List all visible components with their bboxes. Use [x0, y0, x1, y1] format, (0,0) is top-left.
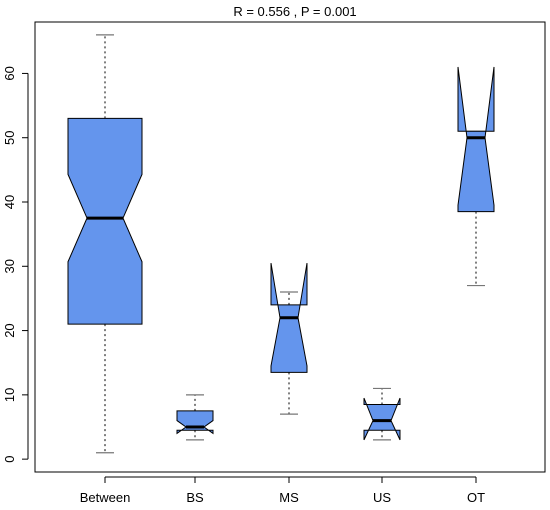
box-body — [363, 397, 401, 441]
y-tick-label: 30 — [2, 259, 17, 273]
x-tick-label: Between — [80, 490, 131, 505]
box-between — [67, 34, 143, 454]
y-axis: 0 10 20 30 40 50 60 — [2, 66, 29, 463]
box-body — [457, 66, 495, 213]
y-tick-label: 10 — [2, 388, 17, 402]
box-ms — [270, 262, 308, 415]
x-axis: Between BS MS US OT — [80, 476, 485, 505]
y-tick-label: 60 — [2, 66, 17, 80]
box-bs — [176, 394, 214, 441]
box-us — [363, 387, 401, 441]
box-body — [67, 117, 143, 325]
plot-frame — [34, 21, 546, 473]
box-body — [176, 410, 214, 435]
y-tick-label: 20 — [2, 323, 17, 337]
boxes — [67, 34, 495, 454]
x-tick-label: BS — [186, 490, 204, 505]
y-tick-label: 40 — [2, 195, 17, 209]
x-tick-label: MS — [279, 490, 299, 505]
chart-title: R = 0.556 , P = 0.001 — [233, 4, 356, 19]
box-ot — [457, 66, 495, 287]
y-tick-label: 50 — [2, 130, 17, 144]
x-tick-label: OT — [467, 490, 485, 505]
x-tick-label: US — [373, 490, 391, 505]
y-tick-label: 0 — [2, 456, 17, 463]
